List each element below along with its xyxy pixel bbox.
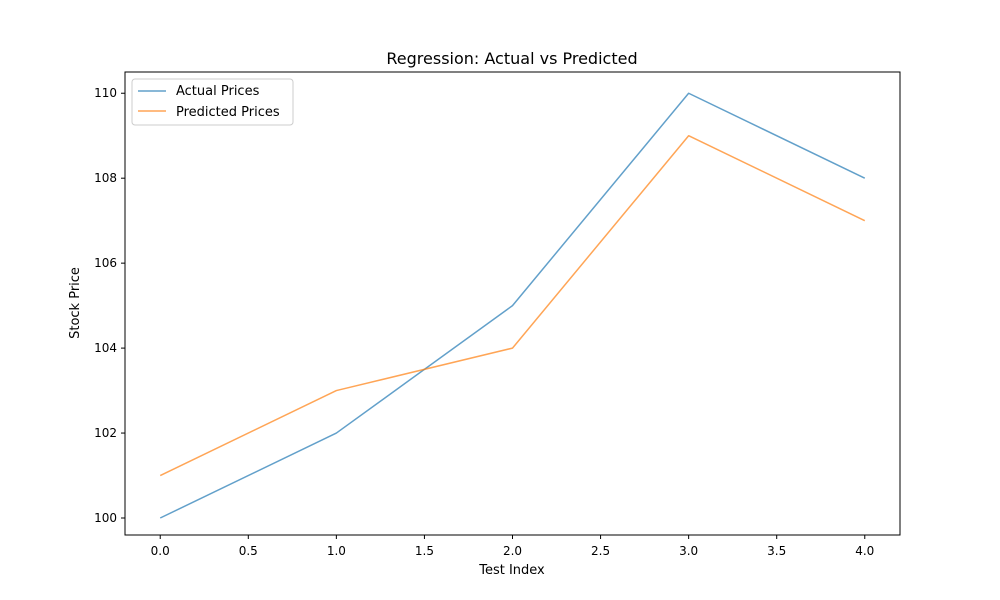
x-tick-label: 4.0 <box>855 544 874 558</box>
legend-frame <box>131 78 294 126</box>
series-line-0 <box>159 92 866 519</box>
y-tick-label: 110 <box>94 86 117 100</box>
x-axis-label: Test Index <box>478 563 545 578</box>
x-tick-label: 1.5 <box>415 544 434 558</box>
series-layer <box>159 92 866 519</box>
x-tick-label: 1.0 <box>327 544 346 558</box>
legend-label-predicted: Predicted Prices <box>176 105 280 120</box>
chart-title: Regression: Actual vs Predicted <box>386 49 637 68</box>
y-tick-label: 102 <box>94 426 117 440</box>
y-axis-label: Stock Price <box>68 267 83 339</box>
y-tick-label: 100 <box>94 511 117 525</box>
x-tick-label: 3.0 <box>679 544 698 558</box>
x-tick-label: 2.0 <box>503 544 522 558</box>
legend: Actual Prices Predicted Prices <box>131 78 294 126</box>
series-line-1 <box>159 134 866 477</box>
x-tick-label: 0.0 <box>151 544 170 558</box>
legend-label-actual: Actual Prices <box>176 84 260 99</box>
y-tick-label: 104 <box>94 341 117 355</box>
y-tick-label: 106 <box>94 256 117 270</box>
x-tick-label: 2.5 <box>591 544 610 558</box>
y-axis-ticks: 100 102 104 106 108 110 <box>94 86 125 525</box>
x-tick-label: 0.5 <box>239 544 258 558</box>
x-axis-ticks: 0.0 0.5 1.0 1.5 2.0 2.5 3.0 3.5 4.0 <box>151 535 874 558</box>
x-tick-label: 3.5 <box>767 544 786 558</box>
y-tick-label: 108 <box>94 171 117 185</box>
